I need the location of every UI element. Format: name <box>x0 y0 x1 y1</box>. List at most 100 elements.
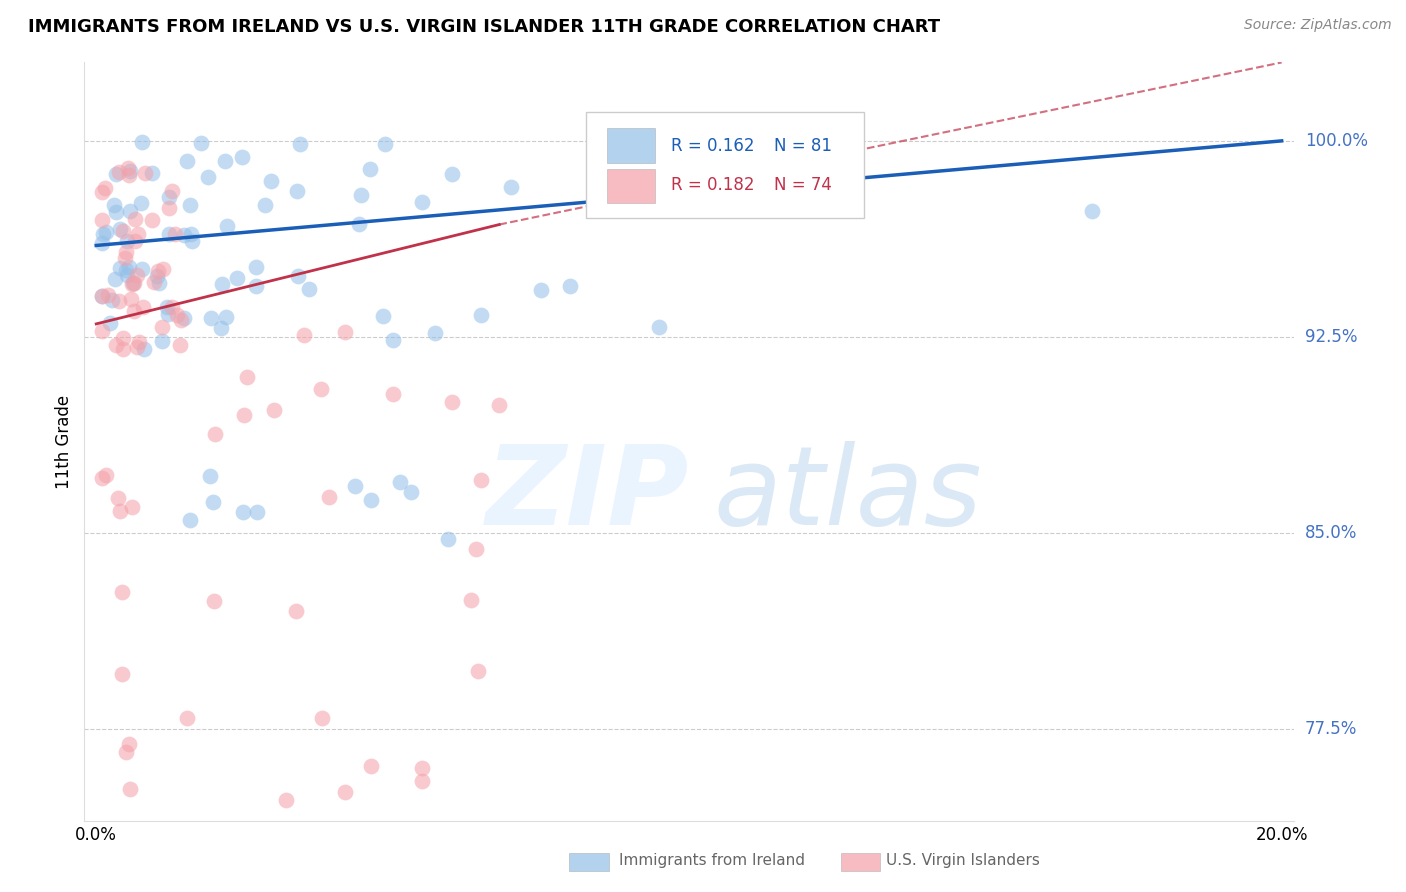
Point <box>132 301 155 315</box>
Point <box>360 758 382 772</box>
Point <box>333 325 356 339</box>
Point <box>104 167 127 181</box>
Point <box>108 165 131 179</box>
Point <box>112 224 135 238</box>
FancyBboxPatch shape <box>607 128 655 162</box>
Point <box>215 219 238 233</box>
Point <box>1081 203 1104 218</box>
Point <box>233 408 256 422</box>
Point <box>204 427 226 442</box>
Point <box>141 213 163 227</box>
Point <box>157 190 180 204</box>
Point <box>108 260 131 275</box>
Point <box>134 343 156 357</box>
Point <box>530 283 553 297</box>
Point <box>111 666 134 681</box>
Point <box>124 276 146 290</box>
Point <box>285 604 308 618</box>
Point <box>411 774 433 789</box>
Point <box>107 491 129 505</box>
Point <box>440 168 463 182</box>
Point <box>292 327 315 342</box>
Point <box>179 513 201 527</box>
Point <box>114 745 136 759</box>
Point <box>200 311 222 326</box>
Point <box>146 264 169 278</box>
Point <box>104 272 127 286</box>
Point <box>160 300 183 314</box>
Point <box>118 168 141 182</box>
Text: N = 74: N = 74 <box>773 177 831 194</box>
Point <box>411 761 433 775</box>
Point <box>120 292 142 306</box>
Point <box>260 174 283 188</box>
Point <box>381 386 404 401</box>
Point <box>467 664 489 678</box>
Point <box>157 227 180 241</box>
Point <box>166 308 188 322</box>
Point <box>115 245 138 260</box>
Point <box>211 277 233 291</box>
Text: Immigrants from Ireland: Immigrants from Ireland <box>619 854 804 868</box>
Point <box>91 324 114 338</box>
Point <box>263 402 285 417</box>
Point <box>285 184 308 198</box>
Point <box>121 500 143 514</box>
Point <box>198 469 221 483</box>
Text: 92.5%: 92.5% <box>1305 328 1357 346</box>
Point <box>129 195 152 210</box>
Point <box>101 293 124 307</box>
Point <box>347 218 370 232</box>
Point <box>124 234 146 248</box>
Point <box>209 321 232 335</box>
Point <box>131 135 153 149</box>
Point <box>288 137 311 152</box>
Point <box>91 235 114 250</box>
Point <box>648 319 671 334</box>
Point <box>118 737 141 751</box>
Text: N = 81: N = 81 <box>773 136 831 155</box>
Point <box>120 164 142 178</box>
Point <box>488 398 510 412</box>
Point <box>287 268 309 283</box>
Point <box>104 338 127 352</box>
Point <box>226 271 249 285</box>
Point <box>156 307 179 321</box>
Text: 100.0%: 100.0% <box>1305 132 1368 150</box>
Text: Source: ZipAtlas.com: Source: ZipAtlas.com <box>1244 18 1392 32</box>
Point <box>118 260 141 274</box>
Point <box>343 479 366 493</box>
Point <box>173 227 195 242</box>
Text: IMMIGRANTS FROM IRELAND VS U.S. VIRGIN ISLANDER 11TH GRADE CORRELATION CHART: IMMIGRANTS FROM IRELAND VS U.S. VIRGIN I… <box>28 18 941 36</box>
Point <box>91 185 114 199</box>
Text: U.S. Virgin Islanders: U.S. Virgin Islanders <box>886 854 1039 868</box>
Point <box>150 334 173 348</box>
Point <box>318 490 340 504</box>
Point <box>560 279 582 293</box>
Point <box>94 225 117 239</box>
Point <box>170 313 193 327</box>
Point <box>111 584 134 599</box>
Point <box>163 227 186 241</box>
Point <box>91 213 114 227</box>
Y-axis label: 11th Grade: 11th Grade <box>55 394 73 489</box>
Point <box>114 251 136 265</box>
Point <box>111 342 134 356</box>
Point <box>176 711 198 725</box>
Point <box>108 222 131 236</box>
Text: R = 0.182: R = 0.182 <box>671 177 754 194</box>
Point <box>678 134 700 148</box>
Point <box>440 395 463 409</box>
FancyBboxPatch shape <box>586 112 865 218</box>
Point <box>246 505 269 519</box>
Point <box>103 197 125 211</box>
Point <box>276 793 298 807</box>
Point <box>359 161 381 176</box>
Point <box>121 277 143 291</box>
Point <box>118 203 141 218</box>
Point <box>374 137 396 152</box>
Point <box>423 326 446 341</box>
Point <box>160 184 183 198</box>
Point <box>388 475 411 490</box>
Point <box>202 495 225 509</box>
